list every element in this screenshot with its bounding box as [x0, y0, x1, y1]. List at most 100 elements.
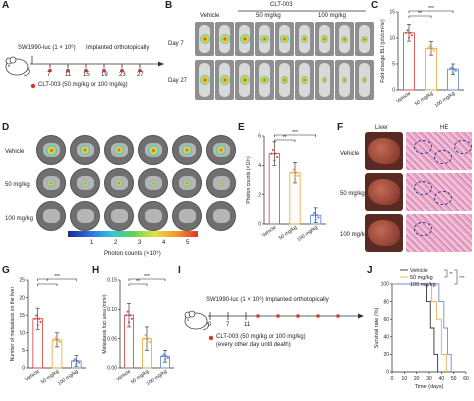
data-point [163, 358, 167, 361]
data-point [72, 359, 75, 363]
photon-signal [183, 179, 191, 187]
dose-dot [120, 68, 124, 73]
sig-label: *** [54, 274, 60, 280]
data-point [145, 344, 149, 347]
chart-h: 0.00 0.05 0.10 0.15 Metastasis foci area (mm… [102, 274, 174, 387]
y-tick-label: 10 [389, 36, 395, 42]
y-tick-label: 25 [19, 278, 25, 284]
data-point [293, 177, 297, 180]
data-point [315, 214, 319, 217]
y-tick-label: 0.15 [107, 278, 117, 284]
photon-signal [150, 213, 156, 219]
y-tick-label: 0 [22, 366, 25, 372]
y-tick-label: 40 [383, 335, 389, 341]
group-100: 100 mg/kg [318, 13, 347, 19]
data-point [292, 168, 295, 171]
data-point [311, 214, 314, 217]
photon-signal [81, 179, 89, 187]
f-col-he: HE [440, 125, 449, 131]
organ-plate [36, 201, 66, 231]
data-point [429, 51, 433, 54]
data-point [274, 152, 277, 155]
x-tick-label: 60 [463, 376, 469, 382]
f-row-100: 100 mg/kg [340, 232, 369, 238]
organ-plate [70, 135, 100, 165]
panel-label-j: J [367, 265, 373, 276]
sig-bracket [274, 134, 316, 137]
sig-bracket [408, 15, 432, 18]
metastasis-outline [414, 181, 432, 195]
x-tick-label: 100 mg/kg [434, 91, 457, 109]
panel-label-i: I [178, 265, 181, 276]
mouse-bli-image [235, 60, 254, 100]
liver-photo [365, 132, 403, 170]
y-axis-label: Metastasis foci area (mm²) [102, 294, 108, 354]
drug-bracket [238, 10, 366, 12]
d-row-100: 100 mg/kg [5, 216, 34, 222]
sig-bracket [37, 283, 58, 286]
row-day27: Day 27 [168, 78, 188, 84]
data-point [78, 361, 81, 364]
organ-plate [172, 135, 202, 165]
liver-photo [365, 173, 403, 211]
organ-tissue [179, 209, 196, 223]
data-point [39, 320, 42, 323]
dose-dot [336, 314, 340, 318]
sig-bracket [128, 278, 166, 281]
x-tick-label: Vehicle [395, 91, 412, 105]
panel-label-c: C [371, 0, 379, 11]
organ-plate [138, 135, 168, 165]
x-tick-label: 100 mg/kg [57, 369, 80, 387]
he-histology [406, 214, 472, 252]
x-tick-label: 10 [402, 376, 408, 382]
sig-label: * [46, 279, 48, 285]
sig-label: ** [449, 271, 453, 276]
scale-tick: 3 [138, 240, 142, 246]
y-tick-label: 2 [258, 192, 261, 198]
data-point [296, 174, 299, 177]
bli-signal [341, 35, 348, 43]
data-point [144, 334, 147, 337]
legend-label: 50 mg/kg [410, 275, 433, 281]
photon-signal [149, 179, 157, 187]
timeline-day: 15 [83, 72, 90, 78]
y-tick-label: 0.00 [107, 366, 117, 372]
i-schedule-label: (every other day until death) [216, 342, 291, 348]
y-axis-label: Number of metastasis on the liver [10, 286, 16, 361]
liver-lobe [368, 220, 400, 246]
mouse-bli-image [275, 60, 294, 100]
photon-signal [48, 213, 54, 219]
row-day7: Day 7 [168, 41, 184, 47]
sig-label: *** [459, 275, 465, 280]
data-point [295, 171, 298, 174]
organ-plate [172, 168, 202, 198]
organ-tissue [213, 209, 230, 223]
y-tick-label: 0 [258, 222, 261, 228]
timeline-day: 7 [47, 72, 51, 78]
liver-photo [365, 214, 403, 252]
data-point [165, 355, 168, 358]
x-tick-label: 0 [391, 376, 394, 382]
mouse-bli-image [315, 60, 334, 100]
mouse-bli-image [275, 22, 294, 56]
organ-plate [104, 201, 134, 231]
sig-bracket [444, 269, 448, 278]
data-point [162, 353, 165, 356]
data-point [271, 148, 275, 152]
y-tick-label: 20 [19, 295, 25, 301]
sig-bracket [454, 269, 458, 285]
mouse-bli-image [195, 60, 214, 100]
metastasis-outline [414, 140, 432, 154]
timeline-day: 11 [244, 322, 251, 328]
x-tick-label: 50 mg/kg [278, 225, 298, 242]
data-point [127, 321, 131, 324]
data-point [130, 317, 133, 320]
data-point [313, 211, 316, 215]
mouse-bli-image [295, 60, 314, 100]
sig-label: *** [292, 130, 298, 136]
liver-lobe [368, 179, 400, 205]
bli-signal [300, 76, 309, 84]
y-tick-label: 6 [258, 134, 261, 140]
mouse-bli-image [195, 22, 214, 56]
data-point [125, 314, 128, 317]
